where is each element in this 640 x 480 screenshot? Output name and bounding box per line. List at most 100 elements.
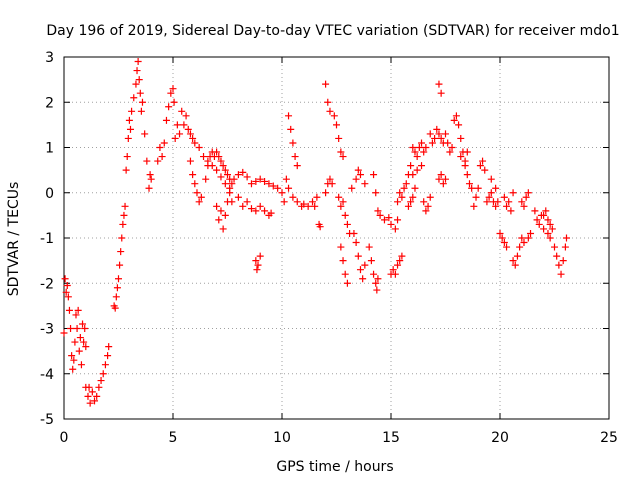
data-point [391, 225, 399, 233]
data-point [433, 125, 441, 133]
data-point [492, 184, 500, 192]
data-point [407, 198, 415, 206]
data-point [337, 243, 345, 251]
data-point [81, 325, 89, 332]
data-point [79, 320, 87, 328]
data-point [191, 139, 199, 147]
data-point [99, 370, 107, 378]
data-point [411, 148, 419, 156]
data-point [69, 365, 77, 373]
data-point [472, 193, 480, 201]
data-point [213, 202, 221, 210]
data-point [457, 153, 465, 161]
data-point [134, 58, 142, 66]
data-point [274, 184, 282, 192]
data-point [507, 207, 515, 215]
data-point [278, 189, 286, 197]
data-point [64, 293, 72, 301]
data-point [112, 293, 120, 301]
data-point [313, 193, 321, 201]
data-point [409, 144, 417, 151]
data-point [239, 202, 247, 210]
data-point [518, 234, 526, 242]
data-point [365, 243, 373, 251]
data-point [370, 270, 378, 278]
data-point [485, 193, 493, 201]
data-point [524, 234, 532, 242]
data-point [300, 200, 308, 208]
data-point [424, 202, 432, 210]
data-point [285, 184, 293, 192]
data-point [204, 162, 212, 170]
data-point [85, 383, 93, 391]
data-point [551, 243, 558, 251]
data-point [105, 343, 113, 351]
data-point [186, 130, 194, 138]
data-point [343, 220, 351, 228]
data-point [555, 261, 563, 269]
x-axis-label: GPS time / hours [276, 459, 393, 475]
data-point [138, 98, 146, 106]
data-point [269, 182, 277, 190]
data-point [361, 180, 369, 188]
data-point [448, 144, 456, 151]
data-point [117, 248, 125, 256]
data-point [62, 288, 70, 296]
data-point [189, 134, 197, 142]
data-point [341, 270, 349, 278]
data-point [544, 229, 552, 237]
data-point [398, 193, 406, 201]
data-point [247, 205, 255, 213]
y-tick-labels: -5 -4 -3 -2 -1 0 1 2 3 [40, 50, 54, 428]
data-point [158, 153, 166, 161]
data-point [202, 175, 210, 183]
data-point [261, 177, 269, 185]
data-point [256, 202, 264, 210]
data-point [420, 198, 428, 206]
data-point [217, 173, 225, 181]
data-point [197, 193, 205, 201]
data-point [505, 198, 513, 206]
data-point [437, 89, 445, 97]
y-tick-label: -2 [40, 276, 54, 292]
data-point [409, 171, 417, 179]
y-tick-label: 3 [45, 50, 54, 66]
data-point [426, 193, 434, 201]
data-point [513, 252, 521, 260]
data-point [73, 325, 81, 332]
data-point [483, 198, 491, 206]
data-point [289, 139, 297, 147]
data-point [213, 166, 221, 174]
data-point [243, 173, 251, 181]
data-point [394, 216, 402, 224]
x-tick-label: 25 [600, 430, 618, 446]
data-point [230, 175, 238, 183]
data-point [494, 198, 502, 206]
data-point [455, 121, 463, 129]
data-point [348, 184, 356, 192]
y-tick-label: 2 [45, 95, 54, 111]
chart-title: Day 196 of 2019, Sidereal Day-to-day VTE… [46, 23, 619, 39]
data-point [293, 162, 301, 170]
data-point [253, 266, 261, 274]
data-point [444, 139, 452, 147]
data-point [252, 207, 260, 215]
data-point [63, 282, 71, 290]
data-point [154, 157, 162, 165]
data-point [91, 397, 99, 405]
data-point [113, 284, 121, 292]
data-point [70, 356, 78, 364]
data-point [422, 144, 430, 151]
data-point [84, 392, 92, 400]
data-point [374, 207, 382, 215]
x-tick-label: 0 [60, 430, 69, 446]
data-point [254, 261, 262, 269]
data-point [352, 239, 360, 247]
data-point [167, 89, 175, 97]
data-point [409, 193, 417, 201]
data-point [287, 125, 295, 133]
data-point [309, 198, 317, 206]
data-point [115, 275, 122, 283]
data-point [341, 211, 349, 219]
data-point [180, 121, 188, 129]
